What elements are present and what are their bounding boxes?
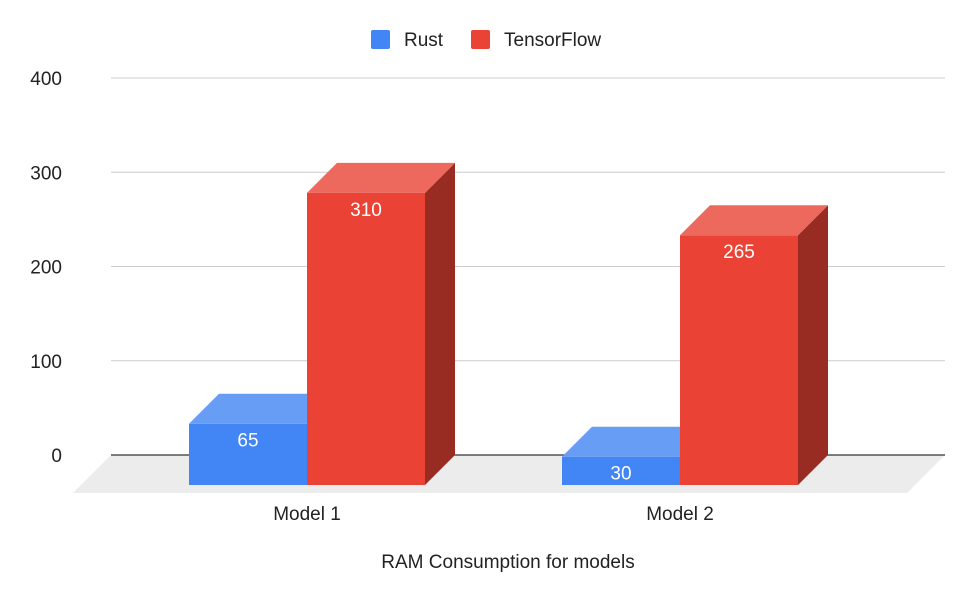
bar-top [562,426,710,457]
bar-side [425,162,455,485]
y-tick-label: 400 [30,69,62,90]
x-tick-label: Model 1 [273,504,341,525]
x-axis-ticks: Model 1 Model 2 [273,504,714,525]
x-tick-label: Model 2 [646,504,714,525]
bar[interactable]: 310 [307,162,455,485]
bar[interactable]: 265 [680,205,828,486]
y-tick-label: 0 [51,446,62,467]
legend-swatch [371,30,390,49]
data-label: 310 [350,200,382,221]
bars: 65 310 30 265 [189,162,828,486]
bar-top [307,162,455,193]
legend[interactable]: Rust TensorFlow [371,30,601,51]
bar-front [189,423,307,485]
y-axis-ticks: 0 100 200 300 400 [30,69,62,467]
legend-label: Rust [404,30,444,51]
bar-front [562,456,680,485]
bar-side [798,205,828,486]
bar-front [680,235,798,485]
bar-top [189,393,337,424]
legend-label: TensorFlow [504,30,601,51]
legend-item[interactable]: TensorFlow [471,30,601,51]
bar-top [680,205,828,236]
data-label: 30 [610,464,631,485]
data-label: 65 [237,431,258,452]
x-axis-title: RAM Consumption for models [381,552,634,573]
y-tick-label: 200 [30,258,62,279]
y-tick-label: 300 [30,163,62,184]
bar-front [307,192,425,485]
data-label: 265 [723,242,755,263]
legend-item[interactable]: Rust [371,30,444,51]
legend-swatch [471,30,490,49]
y-tick-label: 100 [30,352,62,373]
